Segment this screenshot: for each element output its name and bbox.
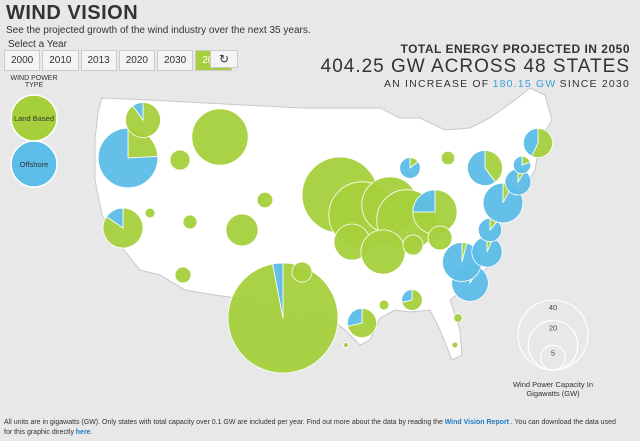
year-button[interactable]: 2000 xyxy=(4,50,41,71)
summary: TOTAL ENERGY PROJECTED IN 2050 404.25 GW… xyxy=(321,42,630,90)
bubble-slice xyxy=(144,207,156,219)
bubble-slice xyxy=(169,149,191,171)
bubble-slice xyxy=(399,157,421,179)
year-button[interactable]: 2013 xyxy=(80,50,117,71)
legend-label: Land Based xyxy=(14,114,54,123)
legend-swatch xyxy=(10,140,58,188)
bubble-slice xyxy=(440,150,456,166)
increase-suffix: SINCE 2030 xyxy=(559,78,630,90)
legend-circles: 40 20 5 xyxy=(517,299,589,371)
bubble-slice xyxy=(132,102,144,122)
bubble-slice xyxy=(484,150,503,183)
year-button[interactable]: 2010 xyxy=(42,50,79,71)
title: WIND VISION xyxy=(6,2,139,24)
bubble-slice xyxy=(451,341,459,349)
bubble-slice xyxy=(272,262,284,319)
bubble-slice xyxy=(378,299,390,311)
increase-value: 180.15 GW xyxy=(492,78,557,90)
bubble-slice xyxy=(467,150,496,186)
increase-prefix: AN INCREASE OF xyxy=(383,78,490,90)
bubble-slice xyxy=(191,108,249,166)
bubble-slice xyxy=(471,236,503,268)
summary-headline: 404.25 GW ACROSS 48 STATES xyxy=(320,56,630,77)
year-button[interactable]: 2030 xyxy=(157,50,194,71)
data-link[interactable]: here xyxy=(75,429,91,436)
footer-text: . xyxy=(90,429,93,436)
bubble-slice xyxy=(401,289,413,303)
summary-title: TOTAL ENERGY PROJECTED IN 2050 xyxy=(400,42,630,56)
year-prompt: Select a Year xyxy=(8,39,67,50)
bubble-slice xyxy=(531,127,553,159)
bubble-slice xyxy=(360,229,406,275)
bubble-slice xyxy=(346,307,363,327)
type-legend-title: WIND POWER TYPE xyxy=(10,75,58,89)
bubble-slice xyxy=(504,168,532,196)
bubble-slice xyxy=(427,225,453,251)
bubble-slice xyxy=(402,234,424,256)
year-buttons: 200020102013202020302050 xyxy=(4,50,232,71)
footer: All units are in gigawatts (GW). Only st… xyxy=(4,418,624,438)
bubbles xyxy=(97,102,553,374)
bubble-slice xyxy=(343,342,349,348)
bubble-slice xyxy=(453,313,463,323)
summary-increase: AN INCREASE OF 180.15 GW SINCE 2030 xyxy=(321,78,630,90)
bubble-slice xyxy=(106,207,124,229)
bubble-slice xyxy=(225,213,259,247)
size-legend-circle xyxy=(540,344,566,371)
footer-text: All units are in gigawatts (GW). Only st… xyxy=(4,419,443,426)
bubble-slice xyxy=(97,127,159,189)
bubble-slice xyxy=(523,127,539,157)
reset-button[interactable]: ↻ xyxy=(210,50,239,68)
legend-label: Offshore xyxy=(20,160,49,169)
bubble-slice xyxy=(412,189,436,213)
bubble-slice xyxy=(512,155,532,175)
bubble-slice xyxy=(174,266,192,284)
bubble-slice xyxy=(182,214,198,230)
size-legend-label: 40 xyxy=(549,303,557,312)
report-link[interactable]: Wind Vision Report xyxy=(444,419,510,426)
subtitle: See the projected growth of the wind ind… xyxy=(6,25,311,36)
bubble-slice xyxy=(256,191,274,209)
year-button[interactable]: 2020 xyxy=(118,50,155,71)
size-legend-title: Wind Power Capacity In Gigawatts (GW) xyxy=(512,380,594,398)
bubble-slice xyxy=(477,217,503,243)
size-legend-label: 20 xyxy=(549,324,557,333)
footer-text: . You can download the data used for thi… xyxy=(4,419,616,436)
size-legend-label: 5 xyxy=(551,348,555,357)
bubble-slice xyxy=(291,261,313,283)
